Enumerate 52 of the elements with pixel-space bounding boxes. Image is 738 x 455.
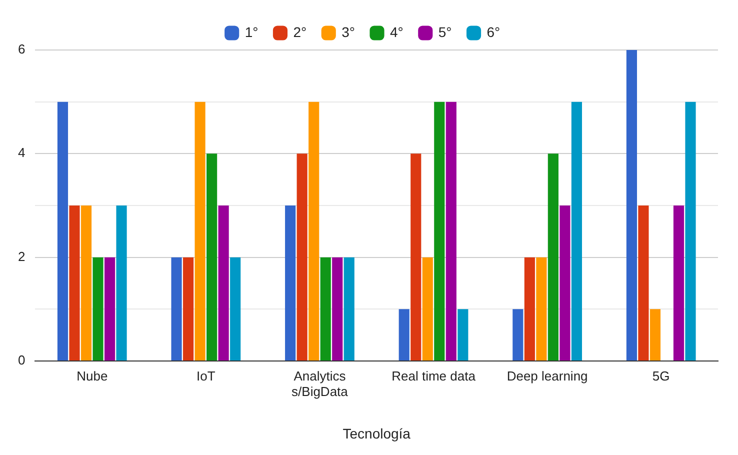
legend-label: 6° (486, 24, 500, 40)
legend-label: 5° (438, 24, 452, 40)
bar (434, 102, 445, 360)
bar (194, 102, 206, 360)
bar (182, 257, 194, 360)
bar (171, 257, 182, 360)
bar (638, 206, 649, 360)
bar (571, 102, 582, 360)
legend-label: 1° (244, 24, 258, 40)
y-tick-label: 2 (18, 248, 26, 264)
bar (218, 206, 229, 360)
bar (410, 154, 422, 360)
x-axis-title: Tecnología (342, 425, 411, 442)
legend-label: 4° (390, 24, 404, 40)
y-tick-label: 4 (18, 145, 26, 160)
bar (104, 257, 116, 360)
x-tick-label: Deep learning (506, 368, 588, 384)
bar (332, 257, 343, 360)
x-tick-label: Analytics s/BigData (292, 368, 349, 399)
bar (206, 154, 218, 360)
y-tick-label: 0 (18, 352, 26, 368)
bar (57, 102, 68, 360)
bar (344, 257, 354, 360)
x-tick-label: Real time data (392, 368, 476, 384)
bar (320, 257, 331, 360)
bar (285, 206, 296, 360)
bar (673, 206, 684, 360)
y-tick-label: 6 (18, 42, 26, 57)
bar (536, 257, 547, 360)
x-tick-label: Nube (76, 368, 108, 384)
x-tick-label: 5G (652, 368, 670, 384)
bar (422, 257, 433, 360)
bar (524, 257, 535, 360)
bar (446, 102, 456, 360)
bar (296, 154, 308, 360)
bar (116, 206, 127, 360)
bar (560, 206, 570, 360)
bar (548, 154, 558, 360)
bar (650, 309, 661, 360)
bar (685, 102, 696, 360)
x-tick-label: IoT (196, 368, 216, 384)
bar (80, 206, 92, 360)
legend-label: 2° (293, 24, 307, 40)
legend-label: 3° (342, 24, 356, 40)
bar (458, 309, 468, 360)
bar (398, 309, 410, 360)
bar (308, 102, 320, 360)
bar (512, 309, 524, 360)
bar (92, 257, 104, 360)
bar (69, 206, 80, 360)
bar (230, 257, 241, 360)
bar (626, 50, 637, 360)
